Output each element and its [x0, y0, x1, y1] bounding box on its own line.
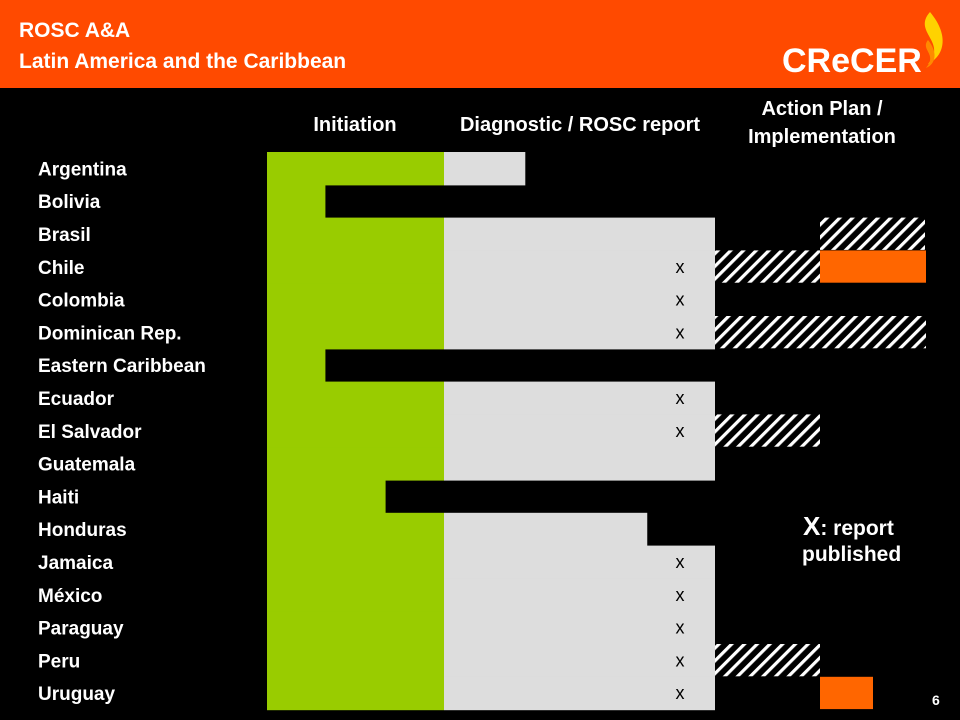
legend-title: X: report: [803, 511, 894, 542]
diagnostic-bar: [444, 217, 715, 251]
diagnostic-bar: [444, 676, 715, 711]
column-header-action-plan-line2: Implementation: [748, 126, 896, 148]
initiation-bar: [267, 283, 444, 317]
country-label: Jamaica: [38, 553, 113, 574]
initiation-bar: [267, 184, 326, 219]
initiation-bar: [267, 644, 444, 678]
legend-marker: X: [803, 511, 821, 541]
column-header-action-plan-line1: Action Plan /: [761, 98, 883, 120]
initiation-bar: [267, 316, 444, 350]
diagnostic-bar: [444, 381, 715, 415]
country-label: Paraguay: [38, 619, 124, 640]
chart-rows: Argentina Bolivia Brasil Chile x Colombia x Dom…: [38, 152, 926, 711]
report-published-marker: x: [676, 290, 685, 310]
initiation-bar: [267, 676, 444, 711]
country-label: Uruguay: [38, 684, 116, 705]
legend-text-1: : report: [820, 517, 894, 540]
diagnostic-bar: [444, 545, 715, 579]
country-label: México: [38, 586, 102, 607]
country-label: Argentina: [38, 159, 127, 180]
diagnostic-bar: [444, 512, 648, 547]
country-label: Peru: [38, 651, 80, 672]
diagnostic-bar: [444, 644, 715, 678]
implementation-bar: [820, 676, 873, 710]
report-published-marker: x: [676, 421, 685, 441]
page-number: 6: [932, 692, 940, 708]
action-plan-bar: [820, 217, 925, 250]
diagnostic-bar: [444, 283, 715, 317]
logo-wordmark: CReCER: [782, 42, 922, 80]
report-published-marker: x: [676, 552, 685, 572]
legend-text-2: published: [802, 543, 902, 566]
country-label: Bolivia: [38, 192, 101, 213]
report-published-marker: x: [676, 322, 685, 342]
initiation-bar: [267, 250, 444, 284]
country-label: Chile: [38, 258, 84, 279]
action-plan-bar: [715, 316, 820, 349]
initiation-bar: [267, 545, 444, 579]
report-published-marker: x: [676, 257, 685, 277]
initiation-bar: [267, 348, 326, 383]
initiation-bar: [267, 512, 444, 547]
flame-inner-icon: [925, 40, 935, 68]
diagnostic-bar: [444, 578, 715, 612]
diagnostic-bar: [444, 250, 715, 284]
initiation-bar: [267, 217, 444, 251]
diagnostic-bar: [444, 611, 715, 645]
slide-subtitle: Latin America and the Caribbean: [19, 50, 347, 73]
report-published-marker: x: [676, 585, 685, 605]
country-label: Honduras: [38, 520, 127, 541]
country-label: Ecuador: [38, 389, 115, 410]
country-label: Guatemala: [38, 455, 136, 476]
country-label: Eastern Caribbean: [38, 356, 206, 377]
diagnostic-bar: [444, 316, 715, 350]
action-plan-bar: [715, 644, 820, 677]
initiation-bar: [267, 152, 444, 186]
initiation-bar: [267, 447, 444, 481]
report-published-marker: x: [676, 618, 685, 638]
initiation-bar: [267, 611, 444, 645]
header-banner: ROSC A&A Latin America and the Caribbean…: [0, 0, 960, 88]
report-published-marker: x: [676, 683, 685, 703]
crecer-logo: CReCER: [782, 12, 943, 80]
report-published-marker: x: [676, 650, 685, 670]
implementation-bar: [820, 316, 926, 349]
action-plan-bar: [715, 414, 820, 447]
country-label: Dominican Rep.: [38, 323, 182, 344]
initiation-bar: [267, 414, 444, 448]
diagnostic-bar: [444, 414, 715, 448]
initiation-bar: [267, 480, 386, 514]
column-header-diagnostic: Diagnostic / ROSC report: [460, 114, 700, 136]
report-published-marker: x: [676, 388, 685, 408]
flame-icon: [924, 12, 943, 64]
column-header-initiation: Initiation: [313, 114, 396, 136]
slide-title: ROSC A&A: [19, 19, 131, 42]
diagnostic-bar: [444, 152, 526, 186]
initiation-bar: [267, 381, 444, 415]
initiation-bar: [267, 578, 444, 612]
action-plan-bar: [715, 250, 820, 283]
country-label: Haiti: [38, 487, 79, 508]
rosc-progress-chart: Initiation Diagnostic / ROSC report Acti…: [38, 98, 926, 711]
diagnostic-bar: [444, 447, 715, 481]
implementation-bar: [820, 250, 926, 283]
country-label: Colombia: [38, 291, 125, 312]
country-label: Brasil: [38, 225, 91, 246]
country-label: El Salvador: [38, 422, 142, 443]
